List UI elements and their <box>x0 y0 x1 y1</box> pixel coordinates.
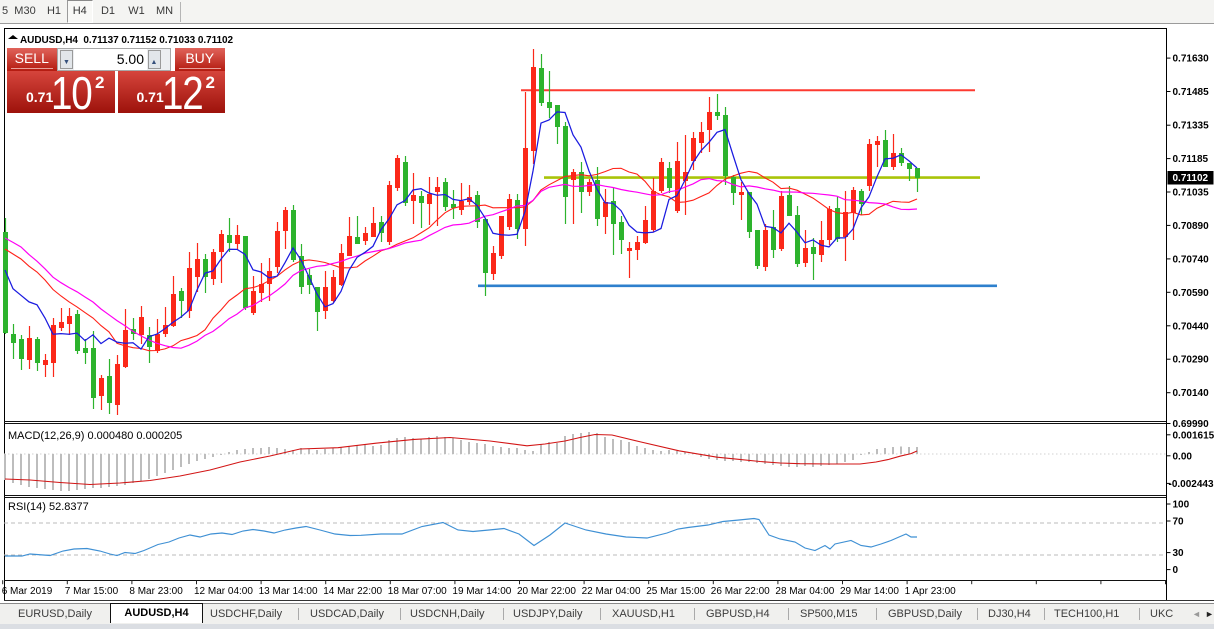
svg-text:30: 30 <box>1173 548 1185 559</box>
svg-text:0.70590: 0.70590 <box>1173 288 1210 299</box>
svg-text:-0.002443: -0.002443 <box>1169 479 1214 490</box>
svg-text:1 Apr 23:00: 1 Apr 23:00 <box>905 586 957 597</box>
svg-text:0.69990: 0.69990 <box>1173 419 1210 430</box>
svg-text:18 Mar 07:00: 18 Mar 07:00 <box>388 586 447 597</box>
svg-text:0.70740: 0.70740 <box>1173 254 1210 265</box>
svg-text:RSI(14) 52.8377: RSI(14) 52.8377 <box>8 501 89 513</box>
svg-text:0.001615: 0.001615 <box>1173 430 1214 441</box>
svg-text:70: 70 <box>1173 517 1185 528</box>
svg-text:8 Mar 23:00: 8 Mar 23:00 <box>129 586 183 597</box>
svg-text:22 Mar 04:00: 22 Mar 04:00 <box>582 586 641 597</box>
svg-text:MACD(12,26,9) 0.000480 0.00020: MACD(12,26,9) 0.000480 0.000205 <box>8 430 182 442</box>
svg-text:0.71185: 0.71185 <box>1173 154 1209 165</box>
svg-text:13 Mar 14:00: 13 Mar 14:00 <box>259 586 318 597</box>
svg-text:0.70140: 0.70140 <box>1173 388 1210 399</box>
svg-text:12 Mar 04:00: 12 Mar 04:00 <box>194 586 253 597</box>
svg-text:0.71485: 0.71485 <box>1173 87 1210 98</box>
svg-text:100: 100 <box>1173 500 1190 511</box>
svg-text:20 Mar 22:00: 20 Mar 22:00 <box>517 586 576 597</box>
svg-text:0.70890: 0.70890 <box>1173 221 1210 232</box>
svg-text:0.71035: 0.71035 <box>1173 188 1210 199</box>
svg-text:25 Mar 15:00: 25 Mar 15:00 <box>646 586 705 597</box>
svg-text:29 Mar 14:00: 29 Mar 14:00 <box>840 586 899 597</box>
svg-text:0.71102: 0.71102 <box>1173 173 1209 184</box>
svg-text:0.70440: 0.70440 <box>1173 321 1210 332</box>
svg-text:26 Mar 22:00: 26 Mar 22:00 <box>711 586 770 597</box>
svg-text:0: 0 <box>1173 565 1179 576</box>
svg-text:7 Mar 15:00: 7 Mar 15:00 <box>65 586 119 597</box>
svg-text:14 Mar 22:00: 14 Mar 22:00 <box>323 586 382 597</box>
svg-text:19 Mar 14:00: 19 Mar 14:00 <box>452 586 511 597</box>
svg-text:0.71630: 0.71630 <box>1173 54 1210 65</box>
svg-text:0.71335: 0.71335 <box>1173 121 1210 132</box>
svg-text:28 Mar 04:00: 28 Mar 04:00 <box>775 586 834 597</box>
svg-text:6 Mar 2019: 6 Mar 2019 <box>2 586 53 597</box>
svg-text:0.70290: 0.70290 <box>1173 355 1210 366</box>
svg-text:0.00: 0.00 <box>1173 451 1193 462</box>
